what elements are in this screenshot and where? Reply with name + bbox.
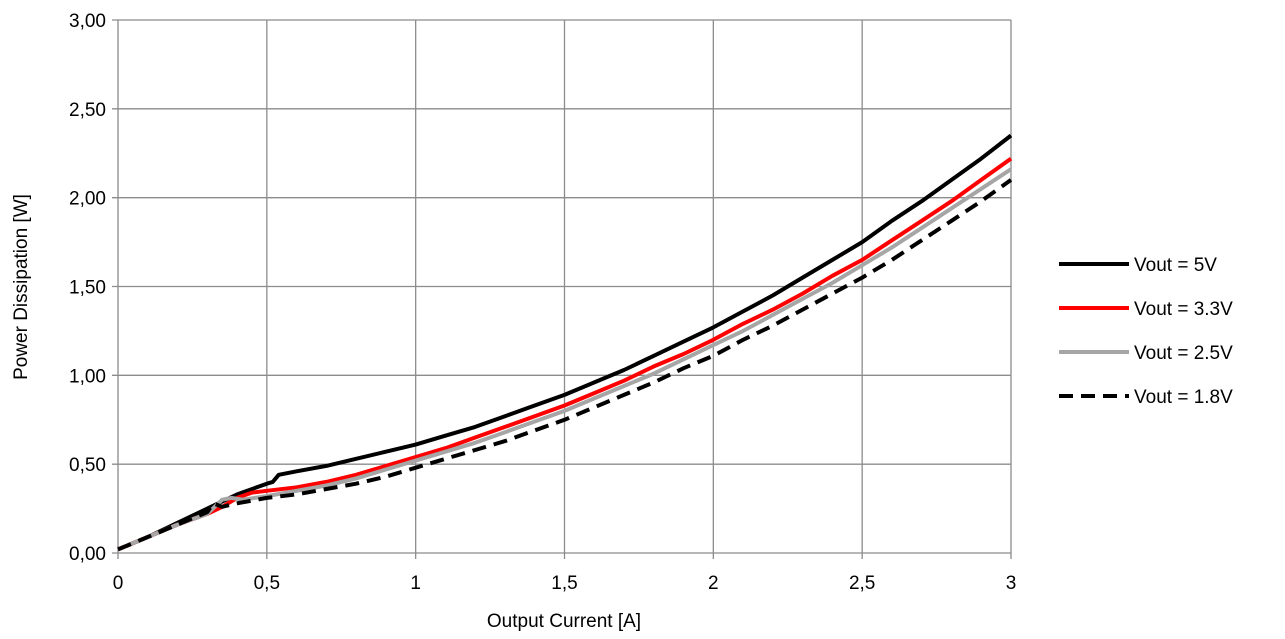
x-axis-title: Output Current [A] — [487, 611, 641, 632]
y-tick-label: 1,50 — [69, 278, 106, 299]
grid-lines — [112, 19, 1012, 559]
legend-label: Vout = 3.3V — [1134, 299, 1233, 320]
x-tick-label: 0,5 — [254, 573, 280, 594]
y-tick-label: 0,00 — [69, 544, 106, 565]
series-line-vout-2-5v — [117, 167, 1013, 552]
x-tick-label: 2,5 — [849, 573, 875, 594]
x-tick-label: 1,5 — [551, 573, 577, 594]
tick-labels: 0 0,5 1 1,5 2 2,5 3 0,00 0,50 1,00 1,50 2,00 2,50 3,0… — [69, 11, 1016, 594]
legend: Vout = 5V Vout = 3.3V Vout = 2.5V Vout = 1.… — [1059, 255, 1233, 408]
x-tick-label: 3 — [1006, 573, 1017, 594]
series-line-vout-3-3v — [117, 156, 1013, 552]
y-tick-label: 1,00 — [69, 366, 106, 387]
legend-label: Vout = 1.8V — [1134, 387, 1233, 408]
y-tick-label: 3,00 — [69, 11, 106, 32]
y-axis-title: Power Dissipation [W] — [11, 194, 32, 380]
series-lines — [117, 133, 1013, 552]
y-tick-label: 0,50 — [69, 455, 106, 476]
series-line-vout-5v — [117, 133, 1013, 552]
x-tick-label: 1 — [410, 573, 421, 594]
legend-label: Vout = 5V — [1134, 255, 1217, 276]
series-line-vout-1-8v — [117, 178, 1013, 552]
x-tick-label: 2 — [708, 573, 719, 594]
y-tick-label: 2,50 — [69, 100, 106, 121]
x-tick-label: 0 — [113, 573, 124, 594]
y-tick-label: 2,00 — [69, 189, 106, 210]
legend-label: Vout = 2.5V — [1134, 343, 1233, 364]
